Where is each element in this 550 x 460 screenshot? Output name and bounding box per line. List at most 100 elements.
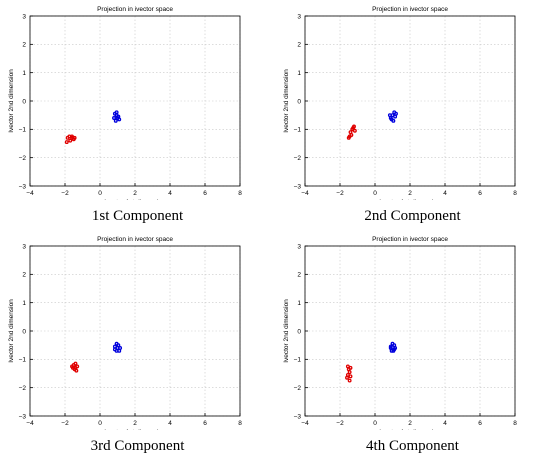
chart-title: Projection in ivector space (372, 236, 448, 243)
chart-caption-3: 3rd Component (90, 438, 185, 454)
data-point-series-1 (70, 364, 74, 369)
y-tick-label: −3 (19, 183, 27, 190)
y-tick-label: −3 (19, 413, 27, 420)
x-tick-label: 2 (133, 420, 137, 427)
x-tick-label: 2 (408, 190, 412, 197)
x-tick-label: 2 (133, 190, 137, 197)
x-axis-label: Ivector 1st dimension (379, 429, 441, 430)
y-tick-label: 1 (297, 300, 301, 307)
x-tick-label: 0 (373, 190, 377, 197)
y-tick-label: 1 (22, 70, 26, 77)
data-point-series-1 (351, 125, 356, 130)
x-tick-label: −4 (301, 420, 309, 427)
x-tick-label: 6 (203, 190, 207, 197)
data-point-series-1 (346, 135, 351, 140)
data-point-series-2 (389, 117, 394, 122)
y-tick-label: −3 (294, 183, 302, 190)
chart-1: −4 −2 0 2 4 6 8 −3 −2 −1 0 1 2 3 Projection in ivector… (8, 6, 242, 200)
y-tick-label: 1 (297, 70, 301, 77)
y-tick-label: 3 (22, 243, 26, 250)
x-tick-label: −4 (26, 190, 34, 197)
y-tick-label: 0 (22, 328, 26, 335)
data-point-series-2 (388, 346, 393, 350)
data-point-series-2 (387, 113, 392, 118)
y-tick-label: 3 (297, 243, 301, 250)
x-tick-label: 8 (513, 190, 517, 197)
y-tick-label: 2 (22, 272, 26, 279)
chart-title: Projection in ivector space (97, 236, 173, 243)
x-tick-label: 2 (408, 420, 412, 427)
chart-panel-3: −4 −2 0 2 4 6 8 −3 −2 −1 0 1 2 3 Projection in ivector… (0, 230, 275, 460)
x-tick-label: −2 (61, 420, 69, 427)
data-point-series-2 (112, 116, 116, 120)
y-tick-label: −1 (294, 127, 302, 134)
data-point-series-2 (115, 346, 120, 350)
y-axis-label: Ivector 2nd dimension (8, 299, 15, 363)
data-point-series-2 (394, 111, 398, 116)
data-point-series-1 (70, 134, 74, 139)
x-axis-label: Ivector 1st dimension (379, 199, 441, 200)
x-tick-label: 0 (98, 420, 102, 427)
y-tick-label: −2 (19, 385, 27, 392)
x-tick-label: −4 (26, 420, 34, 427)
y-tick-label: 0 (22, 98, 26, 105)
x-axis-label: Ivector 1st dimension (104, 429, 166, 430)
data-point-series-1 (73, 361, 78, 366)
x-tick-label: 4 (168, 190, 172, 197)
chart-2: −4 −2 0 2 4 6 8 −3 −2 −1 0 1 2 3 Projection in ivector… (283, 6, 517, 200)
data-point-series-1 (68, 138, 73, 143)
x-tick-label: 8 (513, 420, 517, 427)
chart-panel-1: −4 −2 0 2 4 6 8 −3 −2 −1 0 1 2 3 Projection in ivector… (0, 0, 275, 230)
y-tick-label: 1 (22, 300, 26, 307)
data-point-series-1 (347, 378, 352, 383)
data-point-series-1 (347, 370, 352, 375)
data-point-series-1 (73, 365, 78, 370)
y-tick-label: 2 (297, 272, 301, 279)
y-tick-label: 2 (297, 42, 301, 49)
x-tick-label: 4 (443, 420, 447, 427)
chart-title: Projection in ivector space (97, 6, 173, 13)
y-tick-label: 0 (297, 328, 301, 335)
y-tick-label: −1 (19, 127, 27, 134)
y-tick-label: 0 (297, 98, 301, 105)
x-tick-label: 0 (373, 420, 377, 427)
y-tick-label: 3 (22, 13, 26, 20)
data-point-series-1 (348, 374, 353, 379)
chart-panel-4: −4 −2 0 2 4 6 8 −3 −2 −1 0 1 2 3 Projection in ivector… (275, 230, 550, 460)
data-point-series-1 (348, 365, 353, 370)
data-point-series-2 (392, 347, 397, 352)
x-tick-label: 4 (443, 190, 447, 197)
chart-3: −4 −2 0 2 4 6 8 −3 −2 −1 0 1 2 3 Projection in ivector… (8, 236, 242, 430)
chart-caption-1: 1st Component (91, 208, 184, 224)
data-point-series-1 (349, 133, 354, 137)
y-tick-label: −1 (19, 357, 27, 364)
y-tick-label: −3 (294, 413, 302, 420)
x-tick-label: 4 (168, 420, 172, 427)
data-point-series-1 (352, 128, 357, 133)
y-axis-label: Ivector 2nd dimension (283, 299, 290, 363)
x-axis-label: Ivector 1st dimension (104, 199, 166, 200)
y-tick-label: −2 (294, 385, 302, 392)
y-tick-label: −2 (294, 155, 302, 162)
y-tick-label: −1 (294, 357, 302, 364)
chart-4: −4 −2 0 2 4 6 8 −3 −2 −1 0 1 2 3 Projection in ivector… (283, 236, 517, 430)
data-point-series-1 (64, 140, 69, 145)
x-tick-label: 8 (238, 190, 242, 197)
y-axis-label: Ivector 2nd dimension (283, 69, 290, 133)
y-tick-label: −2 (19, 155, 27, 162)
y-tick-label: 3 (297, 13, 301, 20)
x-tick-label: 6 (478, 190, 482, 197)
x-tick-label: −4 (301, 190, 309, 197)
x-tick-label: −2 (336, 420, 344, 427)
data-point-series-2 (115, 116, 120, 120)
chart-panel-2: −4 −2 0 2 4 6 8 −3 −2 −1 0 1 2 3 Projection in ivector… (275, 0, 550, 230)
x-tick-label: 8 (238, 420, 242, 427)
x-tick-label: 6 (478, 420, 482, 427)
y-tick-label: 2 (22, 42, 26, 49)
x-tick-label: 6 (203, 420, 207, 427)
chart-caption-4: 4th Component (366, 438, 459, 454)
x-tick-label: −2 (61, 190, 69, 197)
x-tick-label: 0 (98, 190, 102, 197)
data-point-series-1 (345, 375, 349, 380)
chart-title: Projection in ivector space (372, 6, 448, 13)
